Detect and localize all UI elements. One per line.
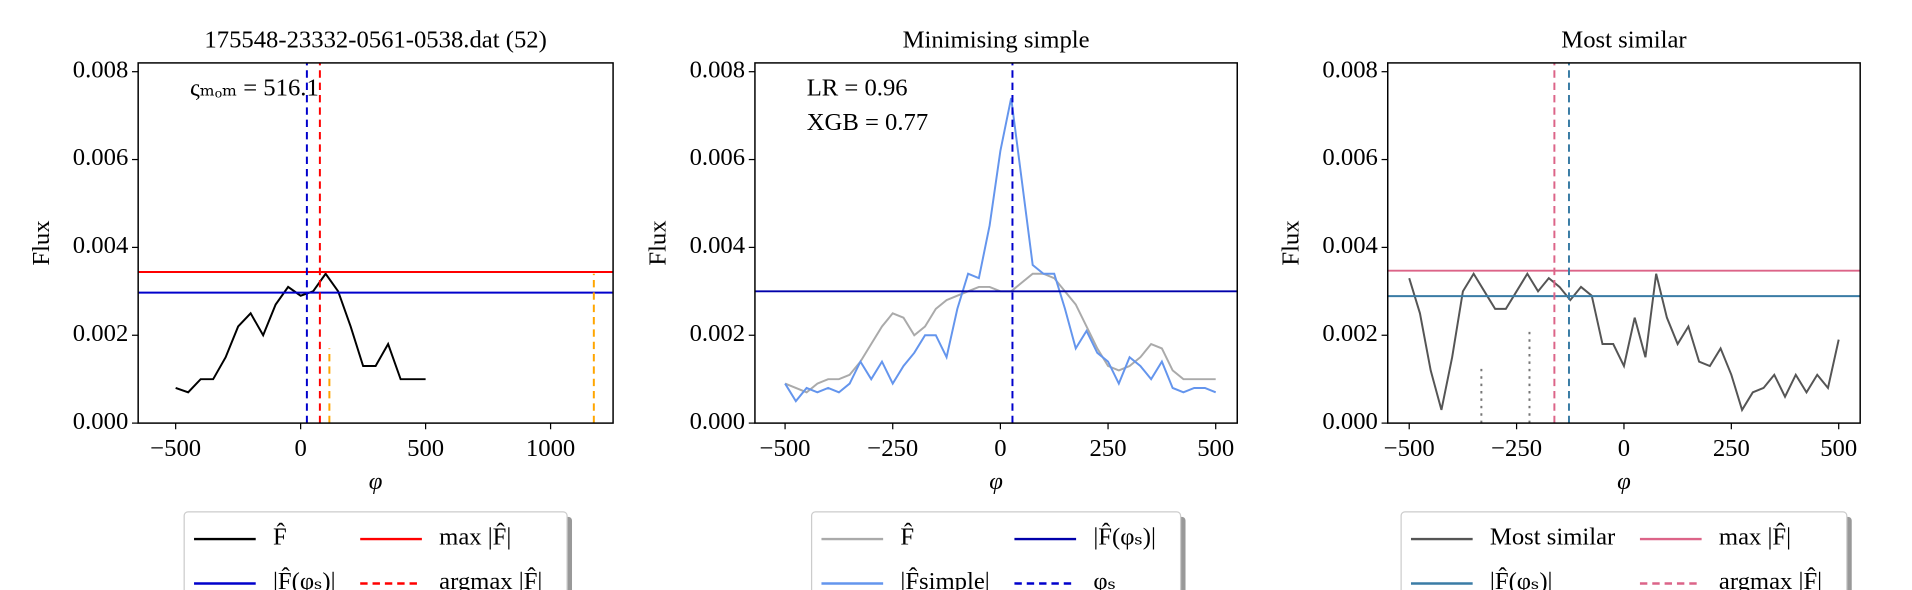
x-axis-label: φ xyxy=(369,468,383,495)
axes-frame xyxy=(137,62,614,424)
data-line xyxy=(1408,271,1840,413)
y-tick-label: 0.000 xyxy=(73,408,128,435)
chart-title: Minimising simple xyxy=(903,27,1090,54)
x-tick-label: −500 xyxy=(1384,435,1435,462)
y-tick-label: 0.004 xyxy=(690,232,745,259)
y-tick-label: 0.002 xyxy=(73,320,128,347)
legend-box xyxy=(810,511,1182,590)
legend-label: max |F̂| xyxy=(1719,522,1791,551)
y-axis-label: Flux xyxy=(645,220,672,266)
y-tick-label: 0.000 xyxy=(690,408,745,435)
chart-title: Most similar xyxy=(1561,27,1686,54)
data-line xyxy=(175,272,426,394)
legend-label: max |F̂| xyxy=(439,522,511,551)
axes-frame xyxy=(1386,62,1861,424)
x-axis-label: φ xyxy=(989,468,1003,495)
y-tick-label: 0.008 xyxy=(73,56,128,83)
legend-label: Most similar xyxy=(1490,524,1615,551)
legend-label: |F̂simple| xyxy=(900,566,989,590)
x-tick-label: 0 xyxy=(994,435,1006,462)
legend-label: argmax |F̂| xyxy=(439,566,542,590)
x-tick-label: 1000 xyxy=(526,435,575,462)
y-tick-label: 0.006 xyxy=(1322,144,1377,171)
annotation: ςₘₒₘ = 516.1 xyxy=(190,75,319,102)
x-tick-label: −500 xyxy=(760,435,811,462)
y-tick-label: 0.004 xyxy=(1322,232,1377,259)
x-tick-label: −500 xyxy=(150,435,201,462)
legend-label: |F̂(φₛ)| xyxy=(1490,566,1553,590)
x-tick-label: 0 xyxy=(294,435,306,462)
annotation: XGB = 0.77 xyxy=(807,109,928,136)
y-axis-label: Flux xyxy=(1277,220,1304,266)
legend-box xyxy=(183,511,568,590)
y-tick-label: 0.002 xyxy=(1322,320,1377,347)
legend-box xyxy=(1400,511,1848,590)
annotation: LR = 0.96 xyxy=(807,75,908,102)
y-tick-label: 0.000 xyxy=(1322,408,1377,435)
chart-title: 175548-23332-0561-0538.dat (52) xyxy=(204,27,546,54)
x-tick-label: 250 xyxy=(1713,435,1750,462)
x-tick-label: 500 xyxy=(1197,435,1234,462)
x-tick-label: −250 xyxy=(867,435,918,462)
y-tick-label: 0.002 xyxy=(690,320,745,347)
x-tick-label: 500 xyxy=(1820,435,1857,462)
y-tick-label: 0.008 xyxy=(1322,56,1377,83)
legend-label: |F̂(φₛ)| xyxy=(1093,522,1156,551)
x-tick-label: 250 xyxy=(1090,435,1127,462)
legend: F̂ |F̂(φₛ)| max |F̂| argmax |F̂| xyxy=(183,511,573,590)
data-line xyxy=(784,97,1217,403)
y-axis-label: Flux xyxy=(28,220,55,266)
legend: Most similar |F̂(φₛ)| max |F̂| argmax |F̂| xyxy=(1400,511,1852,590)
y-tick-label: 0.004 xyxy=(73,232,128,259)
x-axis-label: φ xyxy=(1617,468,1631,495)
legend-label: F̂ xyxy=(273,522,287,551)
legend-label: argmax |F̂| xyxy=(1719,566,1822,590)
x-tick-label: 500 xyxy=(407,435,444,462)
y-tick-label: 0.008 xyxy=(690,56,745,83)
x-tick-label: −250 xyxy=(1491,435,1542,462)
y-tick-label: 0.006 xyxy=(73,144,128,171)
y-tick-label: 0.006 xyxy=(690,144,745,171)
legend: F̂ |F̂simple| |F̂(φₛ)| φₛ xyxy=(810,511,1186,590)
legend-label: |F̂(φₛ)| xyxy=(273,566,336,590)
x-tick-label: 0 xyxy=(1618,435,1630,462)
legend-label: F̂ xyxy=(900,522,914,551)
axes-frame xyxy=(754,62,1238,424)
legend-label: φₛ xyxy=(1093,568,1116,590)
